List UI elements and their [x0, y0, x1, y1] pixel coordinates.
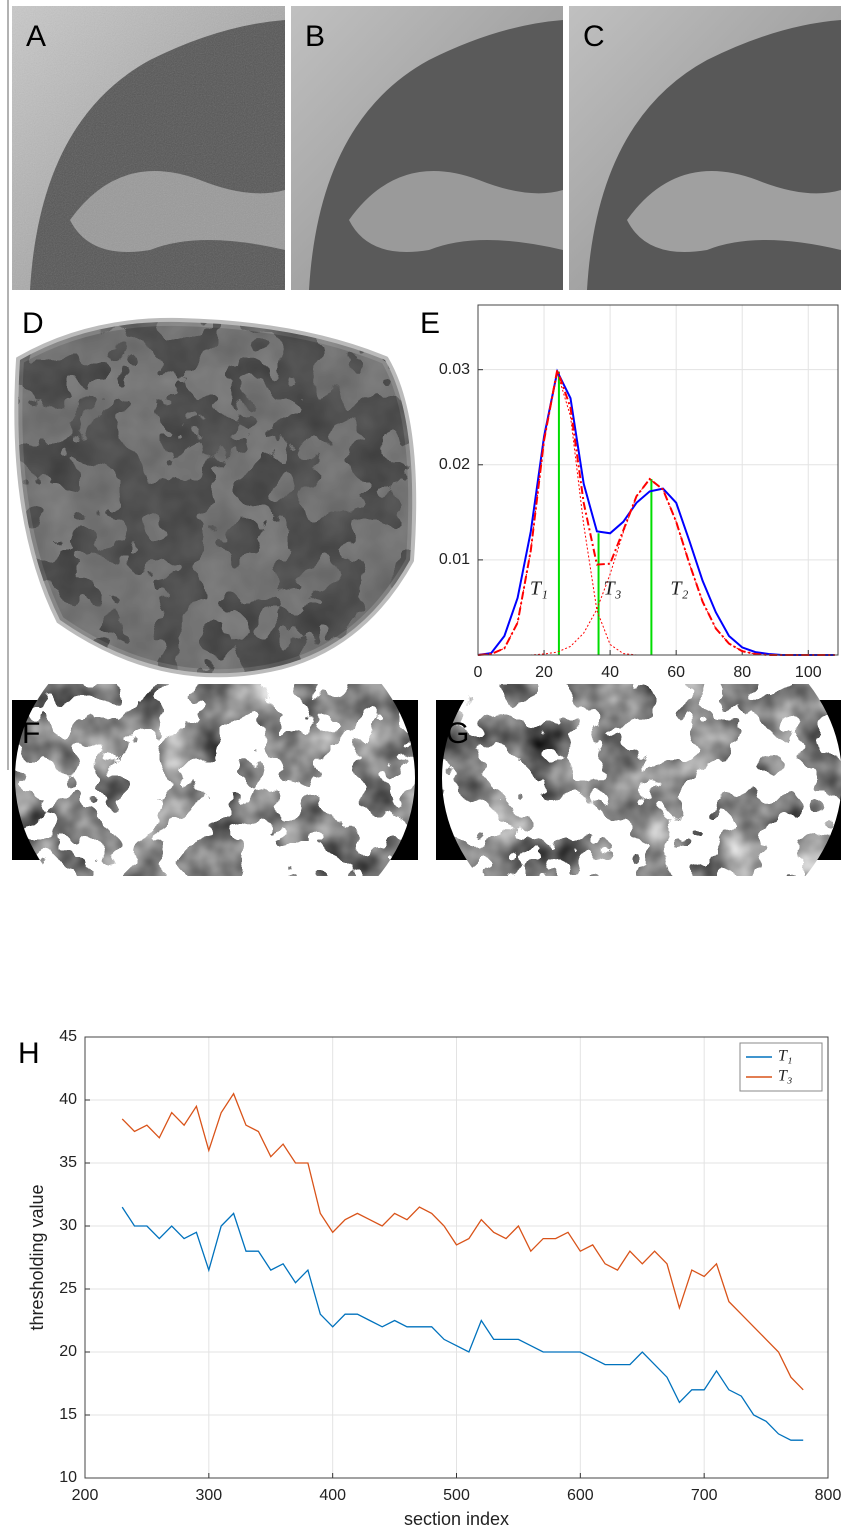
panel-a	[12, 6, 285, 290]
panel-letter: F	[22, 717, 40, 750]
y-tick-label: 20	[59, 1343, 77, 1360]
panel-letter: D	[22, 307, 44, 340]
y-tick-label: 10	[59, 1469, 77, 1486]
series-line	[121, 1206, 804, 1441]
plot-area	[478, 305, 838, 655]
panel-letter: E	[420, 307, 440, 340]
x-tick-label: 60	[667, 664, 685, 681]
panel-g	[436, 700, 841, 860]
x-tick-label: 400	[319, 1487, 346, 1504]
x-tick-label: 200	[72, 1487, 99, 1504]
panel-letter: B	[305, 20, 325, 53]
threshold-label: T₁	[530, 578, 548, 600]
panel-letter: A	[26, 20, 46, 53]
x-axis-label: section index	[404, 1509, 509, 1529]
panel-letter: H	[18, 1037, 40, 1070]
y-tick-label: 30	[59, 1217, 77, 1234]
plot-frame	[477, 304, 839, 656]
legend-label: T₃	[778, 1068, 792, 1085]
x-tick-label: 0	[474, 664, 483, 681]
x-tick-label: 800	[815, 1487, 841, 1504]
x-tick-label: 700	[691, 1487, 718, 1504]
panel-f	[12, 700, 418, 860]
x-tick-label: 600	[567, 1487, 594, 1504]
y-tick-label: 40	[59, 1091, 77, 1108]
threshold-label: T₃	[604, 578, 622, 600]
threshold-label: T₂	[670, 578, 688, 600]
panel-d	[14, 317, 417, 678]
x-tick-label: 500	[443, 1487, 470, 1504]
y-tick-label: 45	[59, 1028, 77, 1045]
y-tick-label: 25	[59, 1280, 77, 1297]
x-tick-label: 80	[733, 664, 751, 681]
series-line	[121, 1092, 804, 1391]
plot-frame	[84, 1036, 829, 1479]
y-tick-label: 0.03	[439, 361, 470, 378]
y-tick-label: 0.02	[439, 456, 470, 473]
panel-letter: G	[446, 717, 469, 750]
x-tick-label: 20	[535, 664, 553, 681]
image-panels	[12, 6, 841, 860]
x-tick-label: 100	[795, 664, 822, 681]
panel-letter: C	[583, 20, 605, 53]
panel-b	[291, 6, 563, 290]
panel-c	[569, 6, 841, 290]
legend-box	[739, 1042, 823, 1092]
y-tick-label: 0.01	[439, 551, 470, 568]
y-tick-label: 15	[59, 1406, 77, 1423]
x-tick-label: 40	[601, 664, 619, 681]
series-line	[478, 478, 835, 656]
legend-label: T₁	[778, 1048, 792, 1065]
y-tick-label: 35	[59, 1154, 77, 1171]
y-axis-label: thresholding value	[27, 1184, 47, 1330]
x-tick-label: 300	[195, 1487, 222, 1504]
